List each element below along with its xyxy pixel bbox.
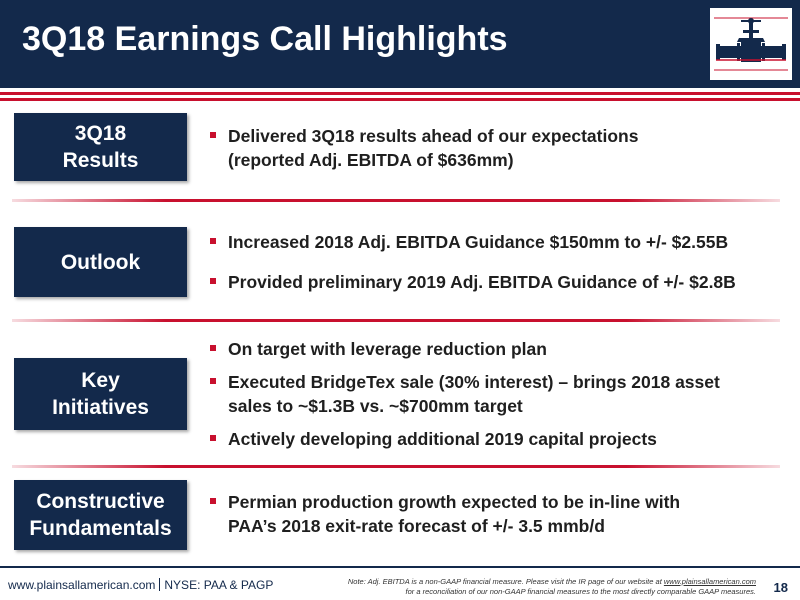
header-bar: 3Q18 Earnings Call Highlights [0, 0, 800, 88]
section-label-constructive-fundamentals: Constructive Fundamentals [14, 480, 187, 550]
bullet-square-icon [210, 132, 216, 138]
footer-divider [0, 566, 800, 568]
bullet-item: Actively developing additional 2019 capi… [208, 427, 798, 451]
bullet-item: Executed BridgeTex sale (30% interest) –… [208, 370, 798, 418]
header-stripe [0, 98, 800, 101]
bullet-text: Executed BridgeTex sale (30% interest) –… [228, 372, 720, 416]
section-label-3q18-results: 3Q18 Results [14, 113, 187, 181]
page-title: 3Q18 Earnings Call Highlights [22, 20, 508, 58]
bullet-item: On target with leverage reduction plan [208, 337, 798, 361]
section-label-key-initiatives: Key Initiatives [14, 358, 187, 430]
bullet-square-icon [210, 378, 216, 384]
initiatives-bullet-list: On target with leverage reduction plan E… [208, 337, 798, 451]
bullet-text: Increased 2018 Adj. EBITDA Guidance $150… [228, 232, 729, 252]
header-stripe [0, 88, 800, 92]
bullet-square-icon [210, 498, 216, 504]
section-divider [12, 465, 780, 468]
footnote-prefix: Note: Adj. EBITDA is a non-GAAP financia… [347, 577, 664, 586]
footer-website-link[interactable]: www.plainsallamerican.com [8, 578, 156, 592]
bullet-item: Increased 2018 Adj. EBITDA Guidance $150… [208, 230, 798, 254]
section-label-text: Key Initiatives [52, 369, 149, 419]
bullet-item: Permian production growth expected to be… [208, 490, 798, 538]
bullet-text: Provided preliminary 2019 Adj. EBITDA Gu… [228, 272, 736, 292]
bullet-square-icon [210, 238, 216, 244]
footer-website-tickers: www.plainsallamerican.com NYSE: PAA & PAG… [8, 578, 273, 592]
section-label-text: 3Q18 Results [62, 122, 139, 172]
plains-valve-logo-icon [710, 8, 792, 80]
bullet-square-icon [210, 435, 216, 441]
section-label-text: Outlook [60, 250, 141, 274]
section-divider [12, 199, 780, 202]
bullet-item: Delivered 3Q18 results ahead of our expe… [208, 124, 798, 172]
section-divider [12, 319, 780, 322]
fundamentals-bullet-list: Permian production growth expected to be… [208, 490, 798, 538]
bullet-text: On target with leverage reduction plan [228, 339, 547, 359]
bullet-text: Actively developing additional 2019 capi… [228, 429, 657, 449]
bullet-square-icon [210, 345, 216, 351]
footnote: Note: Adj. EBITDA is a non-GAAP financia… [336, 577, 756, 597]
bullet-item: Provided preliminary 2019 Adj. EBITDA Gu… [208, 270, 798, 294]
footnote-website-link[interactable]: www.plainsallamerican.com [663, 577, 756, 586]
page-number: 18 [773, 580, 788, 595]
header-stripe [0, 92, 800, 95]
header-stripe [0, 95, 800, 98]
bullet-text: Permian production growth expected to be… [228, 492, 681, 536]
section-label-text: Constructive Fundamentals [29, 490, 172, 540]
results-bullet-list: Delivered 3Q18 results ahead of our expe… [208, 124, 798, 172]
bullet-text: Delivered 3Q18 results ahead of our expe… [228, 126, 639, 170]
outlook-bullet-list: Increased 2018 Adj. EBITDA Guidance $150… [208, 230, 798, 294]
footer-separator [159, 578, 161, 591]
section-label-outlook: Outlook [14, 227, 187, 297]
footer-tickers: NYSE: PAA & PAGP [164, 578, 274, 592]
footnote-suffix: for a reconciliation of our non-GAAP fin… [405, 587, 756, 596]
bullet-square-icon [210, 278, 216, 284]
